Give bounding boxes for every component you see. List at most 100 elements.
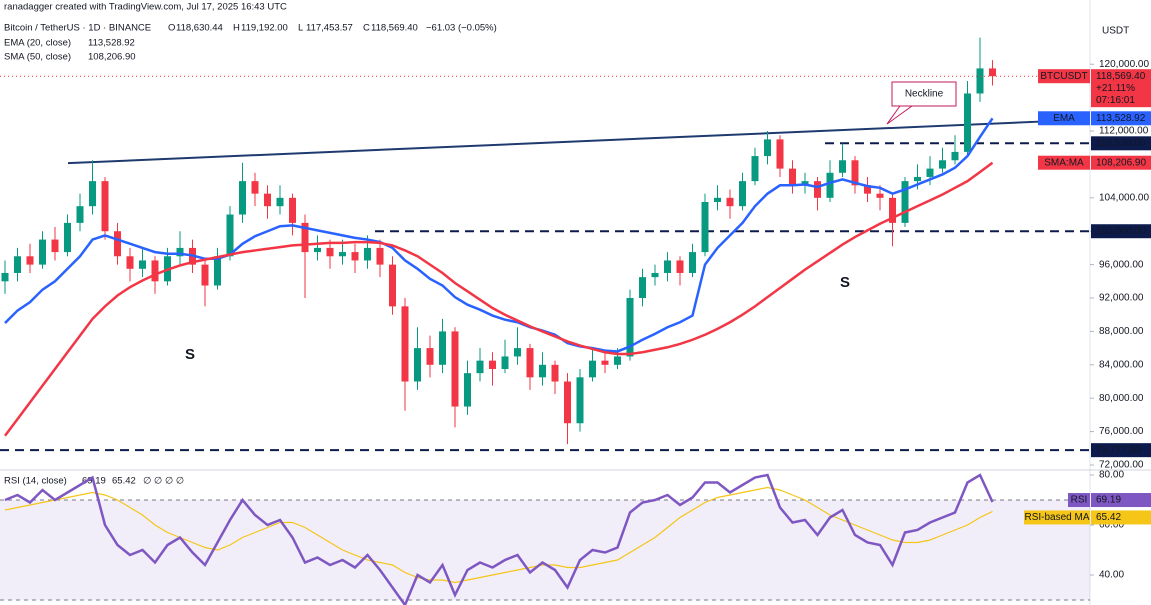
currency: USDT — [1102, 26, 1129, 37]
ohlc-key: O — [168, 23, 175, 34]
candle-body — [476, 360, 484, 374]
candle-body — [239, 181, 246, 215]
candle-body — [414, 348, 421, 382]
level-label: 73,777.00 — [1096, 445, 1141, 456]
candle-body — [714, 197, 721, 203]
y-tick-label: 80,000.00 — [1099, 393, 1144, 404]
candle-body — [951, 151, 959, 161]
rsi-band — [0, 500, 1090, 600]
ohlc-key: H — [233, 23, 240, 34]
y-tick-label: 104,000.00 — [1099, 192, 1149, 203]
candle-body — [876, 193, 884, 198]
level-label: 100,000.00 — [1096, 226, 1146, 237]
ohlc-value: 117,453.57 — [306, 23, 353, 34]
candle-body — [114, 231, 121, 257]
indicator-name: SMA (50, close) — [4, 52, 71, 63]
candle-body — [314, 247, 321, 253]
rsi-name-box — [1068, 493, 1090, 508]
candle-body — [639, 277, 646, 299]
candle-body — [176, 247, 184, 257]
marker-extra: +21.11% — [1096, 83, 1135, 94]
candle-body — [989, 68, 996, 77]
candle-body — [226, 214, 234, 257]
candle-body — [964, 93, 971, 152]
y-tick-label: 84,000.00 — [1099, 359, 1144, 370]
marker-name-box — [1038, 69, 1090, 84]
candle-body — [601, 360, 609, 365]
y-tick-label: 120,000.00 — [1099, 59, 1149, 70]
level-box — [1091, 136, 1151, 151]
rsi-name-box — [1024, 510, 1090, 525]
candle-body — [939, 160, 946, 169]
candle-body — [464, 373, 471, 407]
rsi-name: RSI — [1071, 495, 1088, 506]
candle-body — [839, 160, 846, 173]
candle-body — [139, 260, 146, 269]
y-tick-label: 76,000.00 — [1099, 426, 1144, 437]
indicator-value: 113,528.92 — [88, 38, 135, 49]
candle-body — [551, 364, 559, 382]
marker-value-box — [1091, 111, 1151, 126]
marker-name-box — [1038, 111, 1090, 126]
ohlc-value: 118,630.44 — [176, 23, 223, 34]
candle-body — [301, 222, 309, 253]
marker-name: EMA — [1053, 113, 1075, 124]
candle-body — [664, 260, 671, 273]
y-tick-label: 60.00 — [1099, 520, 1124, 531]
rsi-legend-value: 65.42 — [112, 476, 136, 487]
candle-body — [126, 256, 134, 269]
marker-name-box — [1038, 155, 1090, 170]
candle-body — [451, 331, 459, 407]
rsi-value-box — [1091, 493, 1151, 508]
candle-body — [214, 256, 221, 286]
candle-body — [901, 181, 909, 223]
candle-body — [976, 68, 984, 94]
rsi-legend-extra: ∅ ∅ ∅ ∅ — [143, 476, 184, 487]
candle-body — [201, 264, 209, 286]
y-tick-label: 88,000.00 — [1099, 326, 1144, 337]
marker-name: SMA:MA — [1044, 157, 1084, 168]
y-tick-label: 112,000.00 — [1099, 126, 1149, 137]
candle-body — [376, 247, 384, 265]
candle-body — [501, 356, 509, 369]
candle-body — [626, 298, 634, 357]
candle-body — [101, 181, 109, 232]
candle-body — [751, 156, 759, 182]
candle-body — [289, 197, 296, 223]
candle-body — [264, 193, 271, 207]
candle-body — [251, 181, 259, 194]
candle-body — [1, 272, 9, 282]
rsi-value: 69.19 — [1096, 495, 1121, 506]
ohlc-value: 119,192.00 — [241, 23, 288, 34]
ohlc-key: C — [363, 23, 370, 34]
candle-body — [576, 377, 584, 424]
candle-body — [364, 247, 371, 261]
candle-body — [589, 360, 596, 378]
candle-body — [539, 364, 546, 378]
candle-body — [701, 202, 709, 253]
pattern-label: S — [185, 346, 195, 363]
rsi-line — [4, 473, 994, 605]
pattern-label: S — [840, 274, 850, 291]
candle-body — [826, 172, 834, 198]
candle-body — [64, 222, 71, 253]
candle-body — [739, 181, 746, 207]
candle-body — [389, 264, 396, 307]
indicator-value: 108,206.90 — [88, 52, 136, 63]
indicator-name: EMA (20, close) — [4, 38, 71, 49]
change: −61.03 (−0.05%) — [426, 23, 497, 34]
candle-body — [151, 260, 159, 282]
ohlc-key: L — [298, 23, 303, 34]
candle-body — [14, 256, 21, 273]
candle-body — [764, 139, 771, 157]
candle-body — [351, 252, 359, 261]
marker-name: BTCUSDT — [1040, 71, 1087, 82]
candle-body — [26, 256, 34, 265]
candle-body — [39, 239, 46, 265]
marker-value: 118,569.40 — [1096, 71, 1146, 82]
candle-body — [51, 239, 59, 253]
candle-body — [864, 185, 871, 194]
candle-body — [676, 260, 684, 273]
candle-body — [926, 168, 934, 177]
